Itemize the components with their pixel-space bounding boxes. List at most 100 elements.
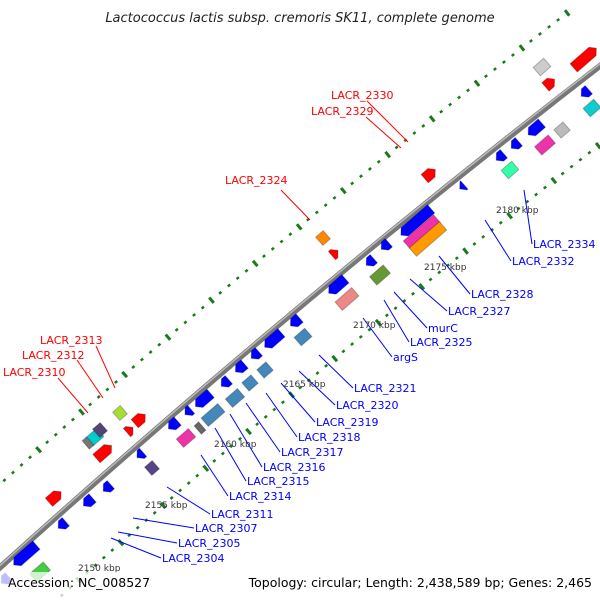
gene-feature[interactable] [261,327,286,352]
tick-mark [376,159,381,164]
tick-mark [350,342,355,347]
gene-label-reverse[interactable]: LACR_2325 [410,336,473,349]
gene-feature[interactable] [165,416,182,433]
gene-feature[interactable] [91,421,109,439]
gene-feature[interactable] [111,404,129,422]
genome-summary-text: Topology: circular; Length: 2,438,589 bp… [248,575,592,590]
gene-feature[interactable] [200,402,226,428]
gene-feature[interactable] [293,327,313,347]
gene-label-reverse[interactable]: LACR_2305 [178,537,241,550]
gene-feature[interactable] [493,148,509,165]
gene-feature[interactable] [420,165,439,184]
gene-feature[interactable] [241,374,259,392]
gene-feature[interactable] [92,441,115,464]
gene-label-forward[interactable]: LACR_2310 [3,366,66,379]
gene-feature[interactable] [408,221,448,257]
gene-feature[interactable] [224,387,246,409]
gene-feature[interactable] [122,423,136,438]
tick-mark [295,223,303,231]
gene-feature[interactable] [541,75,558,92]
gene-feature[interactable] [456,180,469,193]
gene-feature[interactable] [397,204,436,240]
tick-mark [244,268,249,273]
gene-label-forward[interactable]: LACR_2330 [331,89,394,102]
gene-feature[interactable] [368,264,392,286]
gene-label-reverse[interactable]: LACR_2332 [512,255,575,268]
gene-label-reverse[interactable]: argS [393,351,418,364]
tick-mark [251,259,259,268]
gene-feature[interactable] [402,214,442,250]
gene-feature[interactable] [553,121,571,139]
gene-feature[interactable] [334,286,360,312]
gene-feature[interactable] [192,388,215,410]
gene-feature[interactable] [55,516,71,533]
gene-label-reverse[interactable]: LACR_2334 [533,238,596,251]
gene-feature[interactable] [327,246,341,261]
tick-mark [374,318,382,327]
gene-label-forward[interactable]: LACR_2329 [311,105,374,118]
gene-feature[interactable] [133,447,148,462]
gene-feature[interactable] [287,313,304,330]
gene-feature[interactable] [143,459,161,477]
tick-mark [437,270,442,275]
gene-label-reverse[interactable]: LACR_2307 [195,522,258,535]
gene-feature[interactable] [582,98,600,118]
kbp-tick-label: 2160 kbp [214,440,257,450]
gene-feature[interactable] [525,118,547,139]
gene-label-reverse[interactable]: LACR_2317 [281,446,344,459]
gene-label-reverse[interactable]: LACR_2328 [471,288,534,301]
leader-line [438,255,471,295]
accession-text: Accession: NC_008527 [8,575,150,590]
gene-label-reverse[interactable]: LACR_2318 [298,431,361,444]
gene-feature[interactable] [533,134,557,156]
tick-mark [384,150,392,159]
gene-feature[interactable] [578,84,594,101]
gene-feature[interactable] [248,346,264,363]
gene-label-reverse[interactable]: LACR_2316 [263,461,326,474]
gene-label-reverse[interactable]: LACR_2321 [354,382,417,395]
tick-mark [563,9,571,17]
gene-feature[interactable] [569,44,600,73]
gene-feature[interactable] [218,374,234,391]
leader-line [214,427,247,482]
gene-feature[interactable] [500,160,520,180]
tick-mark [192,313,197,317]
gene-feature[interactable] [256,361,274,379]
gene-feature[interactable] [532,57,552,77]
gene-label-reverse[interactable]: LACR_2311 [211,508,274,521]
gene-feature[interactable] [181,404,196,419]
gene-feature[interactable] [80,493,97,510]
gene-label-reverse[interactable]: murC [428,322,458,335]
gene-label-reverse[interactable]: LACR_2315 [247,475,310,488]
tick-mark [220,451,225,456]
gene-feature[interactable] [193,421,207,435]
tick-mark [516,206,521,211]
gene-label-forward[interactable]: LACR_2312 [22,349,85,362]
gene-label-forward[interactable]: LACR_2324 [225,174,288,187]
gene-label-reverse[interactable]: LACR_2314 [229,490,292,503]
tick-mark [454,256,459,261]
gene-label-reverse[interactable]: LACR_2304 [162,552,225,565]
label-leader-lines [57,100,533,559]
gene-label-reverse[interactable]: LACR_2319 [316,416,379,429]
gene-feature[interactable] [44,488,64,508]
tick-mark [62,425,67,430]
gene-feature[interactable] [100,479,116,496]
gene-feature[interactable] [363,253,379,270]
gene-feature[interactable] [508,136,524,153]
gene-feature[interactable] [10,540,41,569]
gene-feature[interactable] [314,229,332,247]
gene-label-forward[interactable]: LACR_2313 [40,334,103,347]
gene-feature[interactable] [378,237,394,254]
gene-label-reverse[interactable]: LACR_2320 [336,399,399,412]
gene-feature[interactable] [81,436,95,450]
gene-label-reverse[interactable]: LACR_2327 [448,305,511,318]
gene-feature[interactable] [325,273,350,298]
gene-feature[interactable] [130,410,149,429]
tick-mark [183,320,188,325]
tick-mark [314,210,319,215]
gene-feature[interactable] [232,359,249,376]
gene-feature[interactable] [175,427,197,449]
tick-marks [2,9,600,598]
tick-mark [367,167,372,171]
